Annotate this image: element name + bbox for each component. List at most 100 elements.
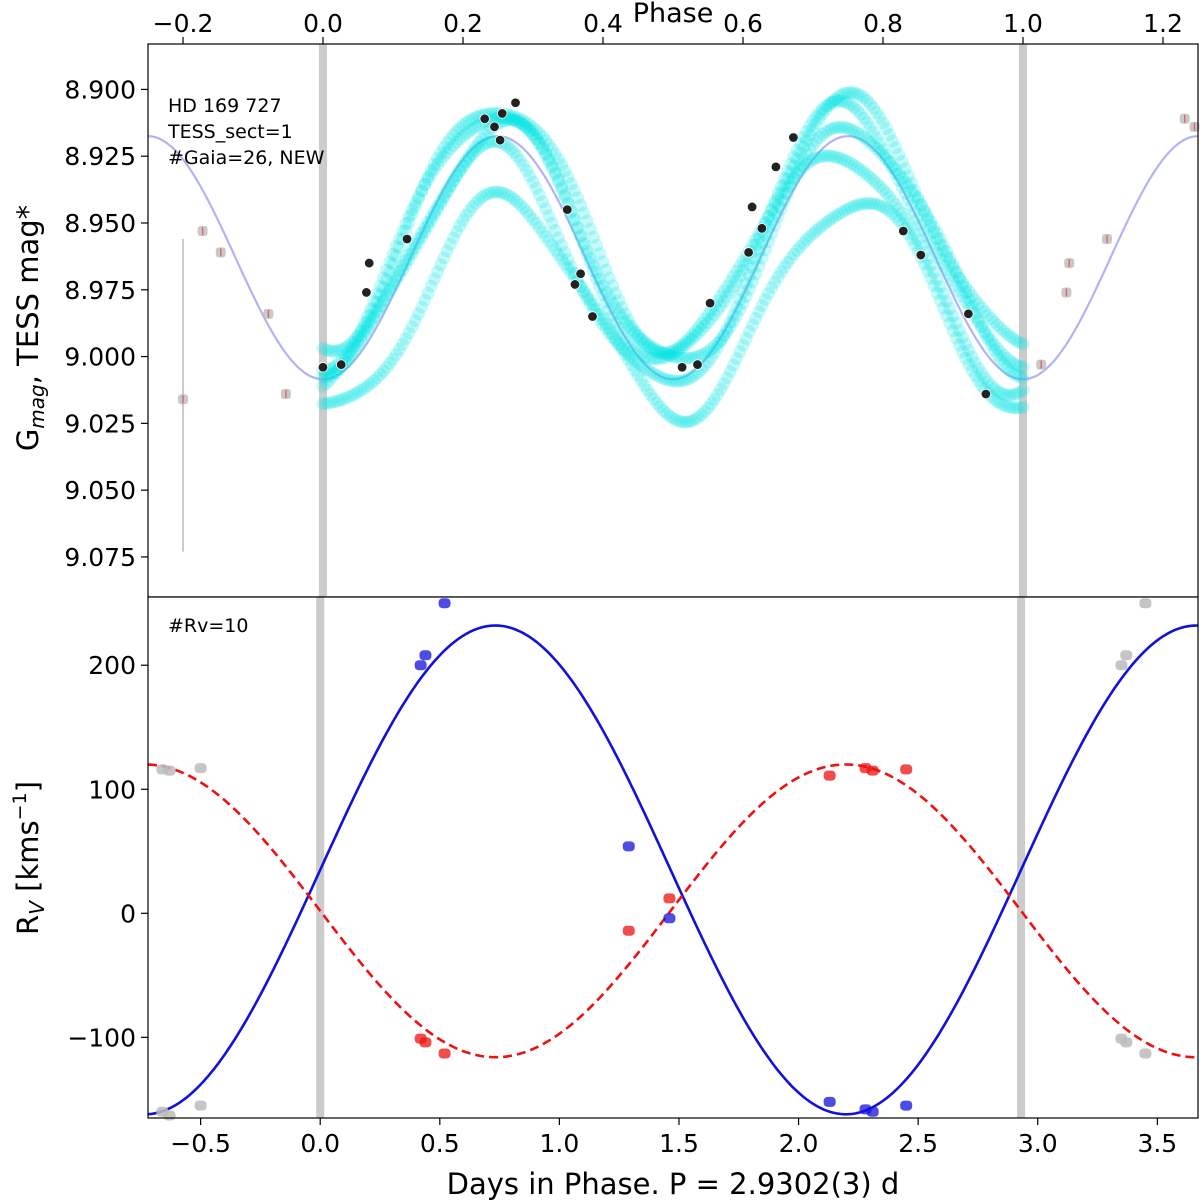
- tess-point: [631, 329, 645, 343]
- tess-point: [507, 113, 521, 127]
- tess-point: [965, 289, 979, 303]
- tess-point: [676, 374, 690, 388]
- tess-point: [316, 379, 330, 393]
- y-tick-label: 9.050: [64, 476, 136, 505]
- rv-y-tick-label: 200: [88, 651, 136, 680]
- tess-point: [625, 350, 639, 364]
- tess-point: [726, 314, 740, 328]
- tess-point: [924, 258, 938, 272]
- tess-point: [545, 142, 559, 156]
- tess-point: [424, 163, 438, 177]
- tess-point: [396, 337, 410, 351]
- tess-point: [481, 135, 495, 149]
- tess-point: [704, 351, 718, 365]
- tess-point: [376, 364, 390, 378]
- tess-point: [726, 280, 740, 294]
- tess-cycle: [316, 85, 1030, 360]
- tess-point: [936, 287, 950, 301]
- tess-point: [555, 238, 569, 252]
- tess-point: [816, 102, 830, 116]
- tess-point: [574, 198, 588, 212]
- tess-point: [889, 141, 903, 155]
- tess-point: [383, 255, 397, 269]
- tess-point: [399, 253, 413, 267]
- tess-point: [994, 353, 1008, 367]
- gaia-point: [770, 161, 782, 173]
- gaia-point: [575, 268, 586, 279]
- tess-point: [545, 216, 559, 230]
- rv-plot-area: [148, 597, 1198, 1118]
- tess-point: [532, 137, 546, 151]
- tess-point: [831, 120, 845, 134]
- phase-tick-label: 0.4: [583, 9, 623, 38]
- gaia-point: [562, 204, 573, 215]
- tess-point: [615, 311, 629, 325]
- tess-point: [510, 114, 524, 128]
- tess-point: [895, 180, 909, 194]
- tess-point: [450, 225, 464, 239]
- tess-point: [736, 296, 750, 310]
- tess-point: [542, 138, 556, 152]
- tess-point: [707, 393, 721, 407]
- tess-point: [1000, 400, 1014, 414]
- tess-point: [450, 124, 464, 138]
- tess-point: [434, 258, 448, 272]
- tess-point: [841, 86, 855, 100]
- tess-point: [437, 149, 451, 163]
- gaia-point: [743, 247, 754, 258]
- tess-point: [583, 251, 597, 265]
- tess-point: [841, 121, 855, 135]
- tess-point: [943, 268, 957, 282]
- tess-point: [892, 148, 906, 162]
- tess-point: [1016, 360, 1030, 374]
- tess-point: [914, 239, 928, 253]
- tess-point: [784, 157, 798, 171]
- tess-point: [631, 345, 645, 359]
- tess-point: [354, 323, 368, 337]
- tess-point: [908, 227, 922, 241]
- tess-point: [886, 159, 900, 173]
- tess-point: [771, 191, 785, 205]
- gaia-point: [915, 249, 927, 261]
- tess-point: [755, 299, 769, 313]
- tess-point: [866, 197, 880, 211]
- tess-point: [707, 339, 721, 353]
- tess-point: [561, 170, 575, 184]
- tess-point: [825, 149, 839, 163]
- light-curve-content: [147, 44, 1200, 597]
- tess-point: [539, 230, 553, 244]
- tess-point: [660, 406, 674, 420]
- tess-point: [908, 205, 922, 219]
- tess-point: [631, 329, 645, 343]
- tess-point: [688, 329, 702, 343]
- tess-point: [905, 199, 919, 213]
- tess-point: [596, 312, 610, 326]
- tess-point: [828, 92, 842, 106]
- tess-point: [911, 194, 925, 208]
- tess-point: [618, 344, 632, 358]
- tess-point: [940, 250, 954, 264]
- tess-point: [348, 339, 362, 353]
- tess-point: [698, 346, 712, 360]
- tess-point: [717, 377, 731, 391]
- tess-point: [924, 271, 938, 285]
- tess-point: [431, 151, 445, 165]
- tess-point: [749, 232, 763, 246]
- tess-point: [612, 337, 626, 351]
- phase-marker-band: [316, 597, 325, 1118]
- tess-point: [847, 124, 861, 138]
- tess-point: [901, 169, 915, 183]
- tess-point: [653, 400, 667, 414]
- tess-point: [660, 350, 674, 364]
- tess-point: [446, 174, 460, 188]
- tess-point: [803, 230, 817, 244]
- tess-point: [326, 370, 340, 384]
- tess-point: [411, 236, 425, 250]
- tess-point: [561, 253, 575, 267]
- tess-point: [924, 219, 938, 233]
- tess-point: [612, 306, 626, 320]
- tess-point: [663, 345, 677, 359]
- tess-point: [822, 99, 836, 113]
- tess-point: [370, 287, 384, 301]
- tess-point: [621, 319, 635, 333]
